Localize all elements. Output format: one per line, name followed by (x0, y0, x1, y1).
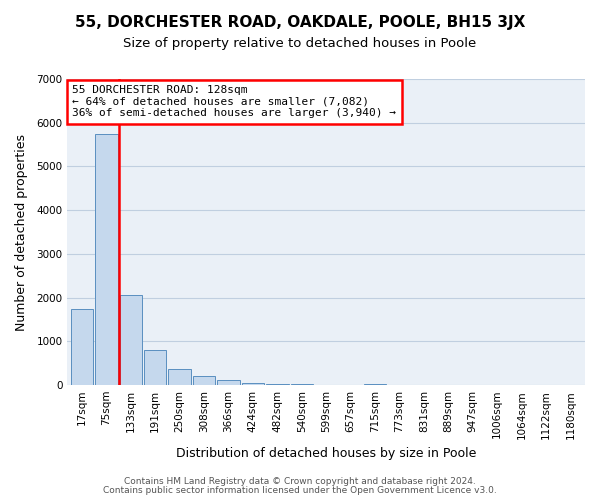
Y-axis label: Number of detached properties: Number of detached properties (15, 134, 28, 330)
Bar (290, 384, 313, 385)
Bar (364, 384, 386, 385)
Text: 55, DORCHESTER ROAD, OAKDALE, POOLE, BH15 3JX: 55, DORCHESTER ROAD, OAKDALE, POOLE, BH1… (75, 15, 525, 30)
X-axis label: Distribution of detached houses by size in Poole: Distribution of detached houses by size … (176, 447, 476, 460)
Bar (144, 350, 166, 385)
Text: Contains HM Land Registry data © Crown copyright and database right 2024.: Contains HM Land Registry data © Crown c… (124, 477, 476, 486)
Text: Contains public sector information licensed under the Open Government Licence v3: Contains public sector information licen… (103, 486, 497, 495)
Bar (193, 376, 215, 385)
Text: 55 DORCHESTER ROAD: 128sqm
← 64% of detached houses are smaller (7,082)
36% of s: 55 DORCHESTER ROAD: 128sqm ← 64% of deta… (73, 85, 397, 118)
Bar (119, 294, 142, 385)
Bar (217, 380, 240, 385)
Bar (266, 384, 289, 385)
Bar (95, 134, 118, 385)
Bar (71, 308, 93, 385)
Bar (242, 382, 264, 385)
Bar (169, 369, 191, 385)
Text: Size of property relative to detached houses in Poole: Size of property relative to detached ho… (124, 38, 476, 51)
